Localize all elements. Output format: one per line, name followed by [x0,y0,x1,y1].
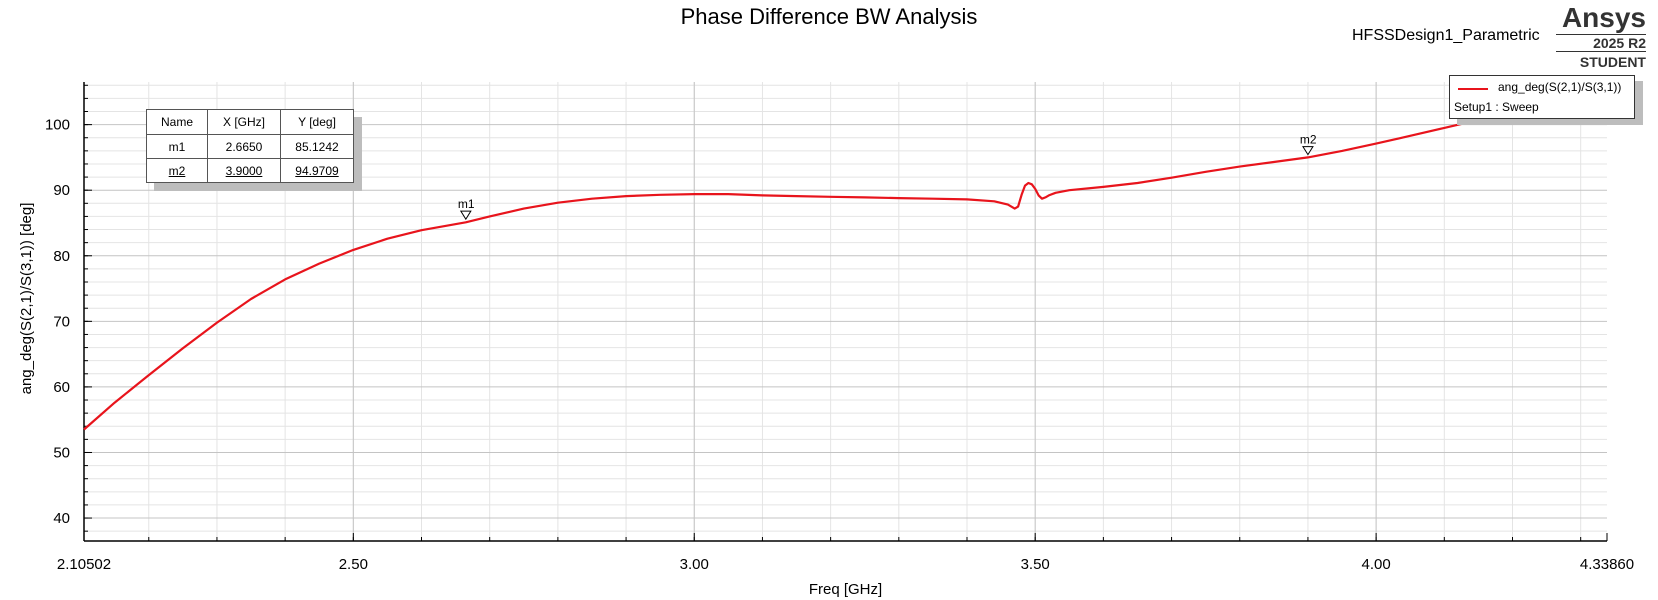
brand-name: Ansys [1561,2,1646,33]
x-axis-label: Freq [GHz] [809,581,882,598]
legend-line-swatch [1458,88,1488,90]
marker-table-header-x: X [GHz] [207,109,281,135]
y-tick-label: 40 [53,510,70,527]
marker-label: m1 [458,197,475,211]
marker-table-row[interactable]: m1 2.6650 85.1242 [146,134,354,159]
chart-legend[interactable]: ang_deg(S(2,1)/S(3,1)) Setup1 : Sweep [1449,75,1635,119]
y-tick-label: 80 [53,248,70,265]
marker-x-cell: 2.6650 [207,134,281,159]
marker-x-cell: 3.9000 [207,158,281,183]
x-tick-label: 3.00 [680,556,709,573]
legend-setup-label: Setup1 : Sweep [1454,100,1539,114]
x-tick-label: 3.50 [1021,556,1050,573]
marker-table-header-row: Name X [GHz] Y [deg] [146,109,354,135]
brand-logo: Ansys 2025 R2 STUDENT [1556,2,1646,72]
marker-table-row[interactable]: m2 3.9000 94.9709 [146,158,354,183]
x-tick-label: 2.10502 [57,556,111,573]
legend-series-name: ang_deg(S(2,1)/S(3,1)) [1498,80,1622,94]
brand-version: 2025 R2 [1556,34,1646,52]
x-tick-label: 2.50 [339,556,368,573]
marker-table-header-y: Y [deg] [280,109,354,135]
marker-name-cell: m1 [146,134,208,159]
y-tick-label: 60 [53,379,70,396]
brand-edition: STUDENT [1579,54,1646,70]
marker-label: m2 [1300,133,1317,147]
chart-title: Phase Difference BW Analysis [680,4,978,29]
marker-triangle [459,210,472,221]
marker-y-cell: 94.9709 [280,158,354,183]
marker-name-cell: m2 [146,158,208,183]
x-tick-label: 4.00 [1362,556,1391,573]
y-axis-label: ang_deg(S(2,1)/S(3,1)) [deg] [18,203,35,395]
marker-table[interactable]: Name X [GHz] Y [deg] m1 2.6650 85.1242 m… [146,109,354,183]
design-name: HFSSDesign1_Parametric [1352,27,1540,44]
y-tick-label: 100 [45,117,70,134]
y-tick-label: 90 [53,182,70,199]
x-tick-label: 4.33860 [1580,556,1634,573]
y-tick-label: 50 [53,444,70,461]
series-line [83,90,1608,431]
y-tick-label: 70 [53,313,70,330]
marker-y-cell: 85.1242 [280,134,354,159]
marker-triangle [1302,146,1314,156]
marker-table-header-name: Name [146,109,208,135]
